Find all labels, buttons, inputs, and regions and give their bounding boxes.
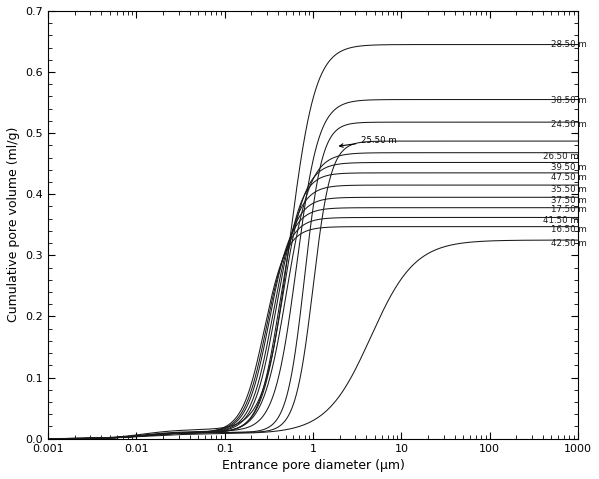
Text: 39.50 m: 39.50 m bbox=[552, 163, 587, 172]
Text: 35.50 m: 35.50 m bbox=[552, 185, 587, 194]
Text: 16.50 m: 16.50 m bbox=[552, 225, 587, 234]
Y-axis label: Cumulative pore volume (ml/g): Cumulative pore volume (ml/g) bbox=[7, 127, 20, 322]
X-axis label: Entrance pore diameter (μm): Entrance pore diameter (μm) bbox=[222, 459, 404, 472]
Text: 25.50 m: 25.50 m bbox=[340, 136, 397, 147]
Text: 47.50 m: 47.50 m bbox=[552, 173, 587, 182]
Text: 26.50 m: 26.50 m bbox=[543, 152, 579, 161]
Text: 24.50 m: 24.50 m bbox=[552, 120, 587, 129]
Text: 38.50 m: 38.50 m bbox=[552, 96, 587, 104]
Text: 41.50 m: 41.50 m bbox=[543, 216, 579, 225]
Text: 42.50 m: 42.50 m bbox=[552, 239, 587, 248]
Text: 28.50 m: 28.50 m bbox=[552, 40, 587, 49]
Text: 17.50 m: 17.50 m bbox=[552, 205, 587, 214]
Text: 37.50 m: 37.50 m bbox=[552, 196, 587, 205]
